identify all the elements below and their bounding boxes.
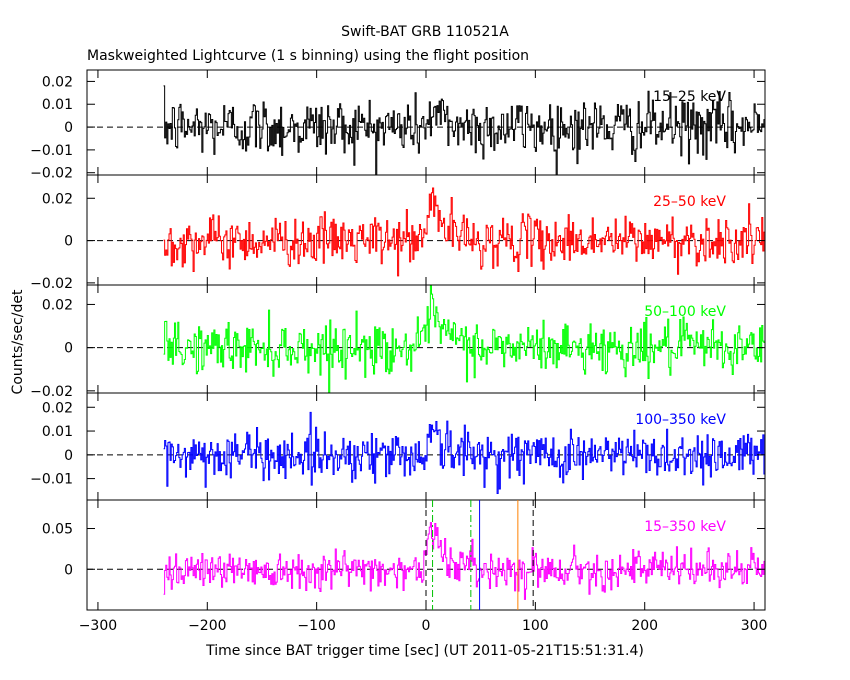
y-tick-label: 0: [64, 448, 73, 464]
y-tick-label: 0: [64, 120, 73, 136]
x-tick-label: −100: [297, 618, 335, 634]
series-trace: [163, 411, 765, 494]
x-tick-label: −200: [188, 618, 226, 634]
x-tick-label: −300: [79, 618, 117, 634]
panel-2: −0.02 0 0.02 50–100 keV: [30, 284, 766, 400]
x-tick-label: 0: [422, 618, 431, 634]
x-axis-label: Time since BAT trigger time [sec] (UT 20…: [205, 643, 644, 659]
series-trace: [163, 522, 765, 600]
y-tick-label: 0.02: [42, 74, 73, 90]
y-tick-label: 0.02: [42, 297, 73, 313]
chart-title: Swift-BAT GRB 110521A: [341, 24, 509, 40]
y-tick-label: 0.01: [42, 424, 73, 440]
panel-1: −0.02 0 0.02 25–50 keV: [30, 174, 766, 292]
x-tick-label: 300: [741, 618, 768, 634]
x-tick-label: 200: [631, 618, 658, 634]
y-tick-label: 0.05: [42, 522, 73, 538]
y-axis-label: Counts/sec/det: [10, 289, 26, 394]
panel-0: −0.02 −0.01 0 0.01 0.02 15–25 keV: [30, 69, 766, 182]
y-tick-label: −0.02: [30, 166, 73, 182]
y-tick-label: 0.02: [42, 400, 73, 416]
panel-3: −0.01 0 0.01 0.02 100–350 keV: [30, 392, 766, 501]
y-tick-label: 0: [64, 234, 73, 250]
series-label: 15–25 keV: [653, 89, 726, 105]
series-label: 15–350 keV: [644, 519, 726, 535]
series-label: 50–100 keV: [644, 304, 726, 320]
panels-group: −0.02 −0.01 0 0.01 0.02 15–25 keV −0.02 0 0.02 25…: [30, 69, 768, 634]
y-tick-label: −0.02: [30, 276, 73, 292]
chart-subtitle: Maskweighted Lightcurve (1 s binning) us…: [87, 48, 529, 64]
panel-4: 0 0.05 15–350 keV −300 −200 −100 0 100 200 300: [42, 499, 768, 634]
y-tick-label: 0: [64, 562, 73, 578]
y-tick-label: −0.01: [30, 472, 73, 488]
series-label: 100–350 keV: [635, 412, 726, 428]
series-label: 25–50 keV: [653, 194, 726, 210]
series-trace: [163, 285, 765, 393]
series-trace: [163, 85, 765, 175]
y-tick-label: 0: [64, 341, 73, 357]
x-tick-label: 100: [522, 618, 549, 634]
y-tick-label: 0.01: [42, 97, 73, 113]
y-tick-label: −0.01: [30, 143, 73, 159]
y-tick-label: −0.02: [30, 384, 73, 400]
y-tick-label: 0.02: [42, 191, 73, 207]
series-trace: [163, 187, 765, 277]
